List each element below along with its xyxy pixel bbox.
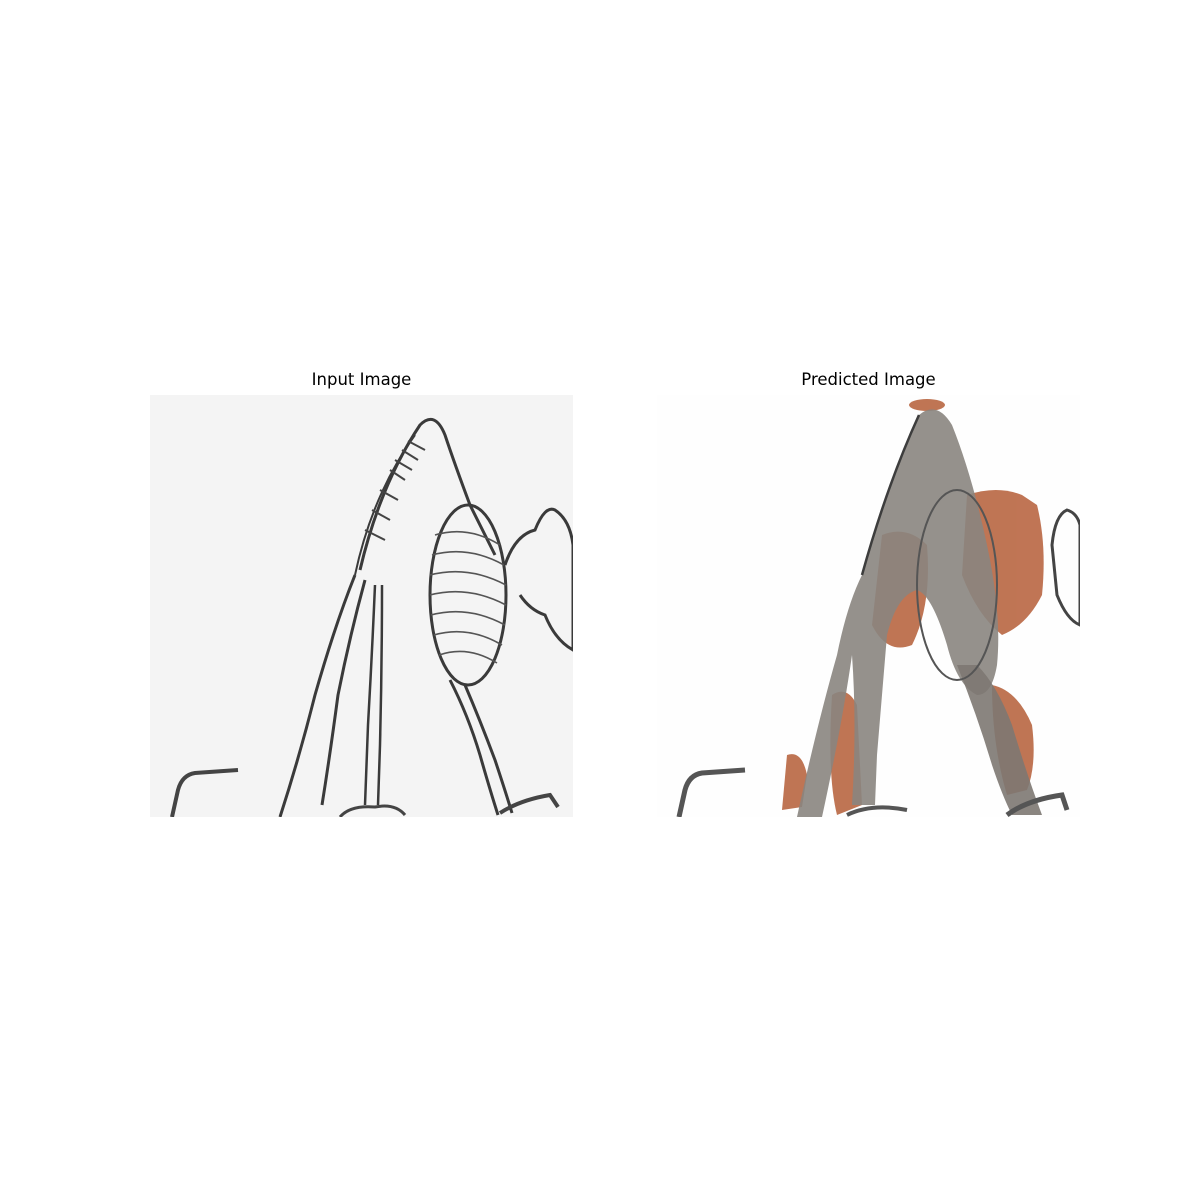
predicted-panel: Predicted Image [657, 365, 1080, 817]
predicted-image [657, 395, 1080, 817]
predicted-image-title: Predicted Image [801, 370, 936, 389]
colorized-skeleton-image [657, 395, 1080, 817]
input-image-title: Input Image [311, 370, 412, 389]
input-image [150, 395, 573, 817]
input-panel: Input Image [150, 365, 573, 817]
skeleton-sketch-image [150, 395, 573, 817]
